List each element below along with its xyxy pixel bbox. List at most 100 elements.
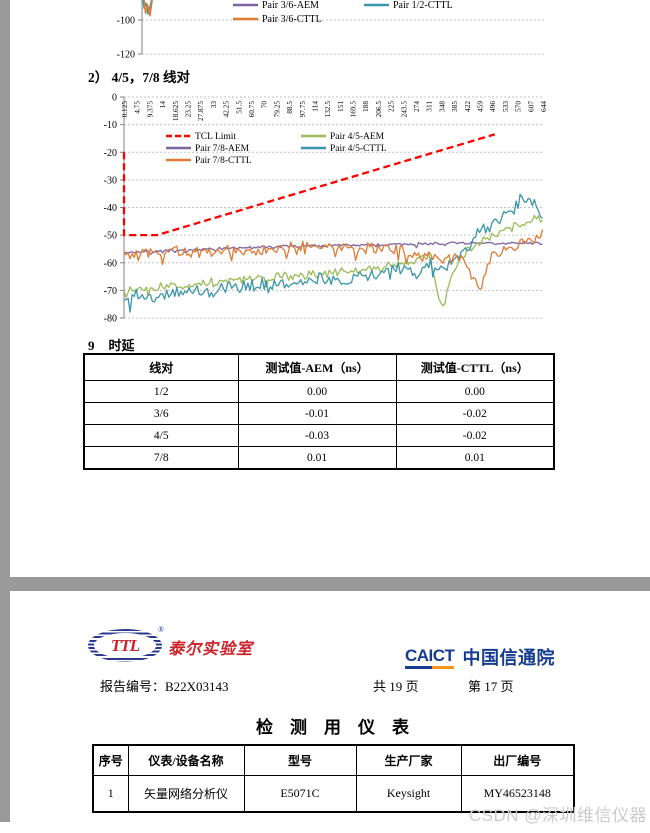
table-header-cell: 生产厂家 — [355, 744, 462, 776]
x-tick-label: 459 — [476, 101, 485, 112]
series-TCL Limit — [122, 133, 496, 237]
y-tick-label: -100 — [117, 16, 135, 27]
viewer-left-gutter — [0, 0, 10, 822]
table-cell: -0.01 — [237, 402, 397, 425]
table-header-cell: 线对 — [83, 353, 239, 381]
x-tick-label: 422 — [463, 101, 472, 112]
table-cell: -0.02 — [395, 402, 555, 425]
y-tick-label: -40 — [104, 203, 117, 214]
ttl-logo-chinese-name: 泰尔实验室 — [168, 641, 254, 658]
report-number: 报告编号：B22X03143 — [100, 679, 229, 694]
series-Pair 4/5-AEM — [123, 214, 543, 307]
x-tick-label: 188 — [361, 101, 370, 112]
x-tick-label: 23.25 — [183, 101, 192, 118]
report-header-line: 报告编号：B22X03143 共 19 页 第 17 页 — [0, 676, 650, 694]
table-cell: MY46523148 — [460, 775, 575, 813]
page-current: 第 17 页 — [468, 679, 514, 694]
table-cell: 3/6 — [83, 402, 239, 425]
chart-pair45-78-tcl: 0 -10 -20 -30 -40 -50 -60 -70 -80 0.125 4.75 9.375 1… — [104, 93, 548, 325]
table-cell: 0.01 — [237, 446, 397, 470]
x-tick-label: 169.5 — [349, 101, 358, 118]
legend-label: Pair 4/5-CTTL — [330, 144, 387, 154]
y-tick-label: -30 — [104, 175, 117, 186]
x-tick-label: 79.25 — [272, 101, 281, 118]
legend-label: Pair 7/8-CTTL — [195, 156, 252, 166]
x-tick-label: 206.5 — [374, 101, 383, 118]
y-tick-label: -20 — [104, 148, 117, 159]
ttl-logo-abbr: TTL — [110, 635, 140, 655]
x-tick-label: 114 — [310, 101, 319, 112]
page-separator — [8, 577, 650, 591]
instrument-table-body: 1 矢量网络分析仪 E5071C Keysight MY46523148 — [92, 775, 575, 813]
x-tick-label: 97.75 — [298, 101, 307, 118]
table-cell: E5071C — [243, 775, 357, 813]
x-tick-label: 311 — [425, 101, 434, 112]
x-tick-label: 533 — [501, 101, 510, 112]
x-tick-label: 51.5 — [234, 101, 243, 114]
table-cell: -0.03 — [237, 424, 397, 447]
x-tick-label: 274 — [412, 101, 421, 112]
table-header-row: 序号 仪表/设备名称 型号 生产厂家 出厂编号 — [92, 744, 575, 776]
x-tick-label: 4.75 — [133, 101, 142, 114]
x-tick-label: 88.5 — [285, 101, 294, 114]
x-tick-label: 132.5 — [323, 101, 332, 118]
series-Pair 4/5-CTTL — [123, 193, 543, 313]
table-cell: 0.00 — [237, 380, 397, 403]
x-tick-label: 151 — [336, 101, 345, 112]
legend-label: Pair 7/8-AEM — [195, 144, 250, 154]
table-cell: 0.00 — [395, 380, 555, 403]
x-tick-label: 607 — [526, 101, 535, 112]
x-tick-label: 644 — [539, 101, 548, 112]
y-tick-label: -120 — [117, 50, 135, 61]
x-tick-label: 60.75 — [247, 101, 256, 118]
table-header-cell: 型号 — [243, 744, 357, 776]
table-cell: Keysight — [355, 775, 462, 813]
x-tick-label: 385 — [450, 101, 459, 112]
table-cell: 矢量网络分析仪 — [127, 775, 245, 813]
ttl-logo-oval-inner: TTL — [94, 633, 156, 658]
delay-table-header: 线对 测试值-AEM（ns） 测试值-CTTL（ns） — [83, 353, 555, 381]
delay-table: 线对 测试值-AEM（ns） 测试值-CTTL（ns） 1/2 0.00 0.00 3/6… — [83, 353, 555, 470]
y-tick-label: -10 — [104, 120, 117, 131]
x-tick-label: 9.375 — [145, 101, 154, 118]
x-tick-label: 0.125 — [120, 101, 129, 118]
ttl-logo-oval-icon: TTL — [88, 629, 162, 662]
legend-label: TCL Limit — [195, 132, 236, 142]
legend-label: Pair 3/6-CTTL — [262, 14, 322, 25]
x-tick-label: 243.5 — [399, 101, 408, 118]
delay-heading-label: 时延 — [108, 338, 135, 353]
table-cell: 4/5 — [83, 424, 239, 447]
legend-label: Pair 1/2-CTTL — [393, 0, 453, 11]
spike-series — [143, 0, 153, 17]
y-tick-label: -50 — [104, 231, 117, 242]
x-tick-label: 42.25 — [222, 101, 231, 118]
ttl-logo-registered-mark: ® — [158, 625, 165, 634]
x-tick-label: 33 — [209, 101, 218, 109]
y-tick-label: -60 — [104, 258, 117, 269]
caict-logo-underline — [405, 665, 455, 669]
table-header-cell: 出厂编号 — [460, 744, 575, 776]
instrument-table-title: 检 测 用 仪 表 — [256, 718, 409, 737]
table-row: 1 矢量网络分析仪 E5071C Keysight MY46523148 — [92, 775, 575, 813]
series-Pair 7/8-CTTL — [123, 229, 544, 290]
table-cell: 1/2 — [83, 380, 239, 403]
table-cell: 0.01 — [395, 446, 555, 470]
x-tick-label: 18.625 — [171, 101, 180, 121]
x-tick-label: 570 — [514, 101, 523, 112]
table-header-cell: 测试值-CTTL（ns） — [395, 353, 555, 381]
instrument-table-header: 序号 仪表/设备名称 型号 生产厂家 出厂编号 — [92, 744, 575, 776]
table-row: 3/6 -0.01 -0.02 — [83, 402, 555, 425]
x-tick-label: 70 — [260, 101, 269, 109]
x-tick-label: 496 — [488, 101, 497, 112]
caict-logo: CAICT 中国信通院 — [405, 644, 555, 670]
instrument-table: 序号 仪表/设备名称 型号 生产厂家 出厂编号 1 矢量网络分析仪 E5071C Keysig… — [92, 744, 575, 813]
x-tick-label: 27.875 — [196, 101, 205, 121]
y-tick-label: -80 — [104, 314, 117, 325]
y-tick-label: 0 — [112, 93, 117, 104]
x-tick-label: 348 — [437, 101, 446, 112]
legend-label: Pair 4/5-AEM — [330, 132, 385, 142]
section-heading: 2） 4/5，7/8 线对 — [88, 70, 191, 85]
table-cell: 7/8 — [83, 446, 239, 470]
caict-logo-en-text: CAICT — [405, 645, 455, 665]
